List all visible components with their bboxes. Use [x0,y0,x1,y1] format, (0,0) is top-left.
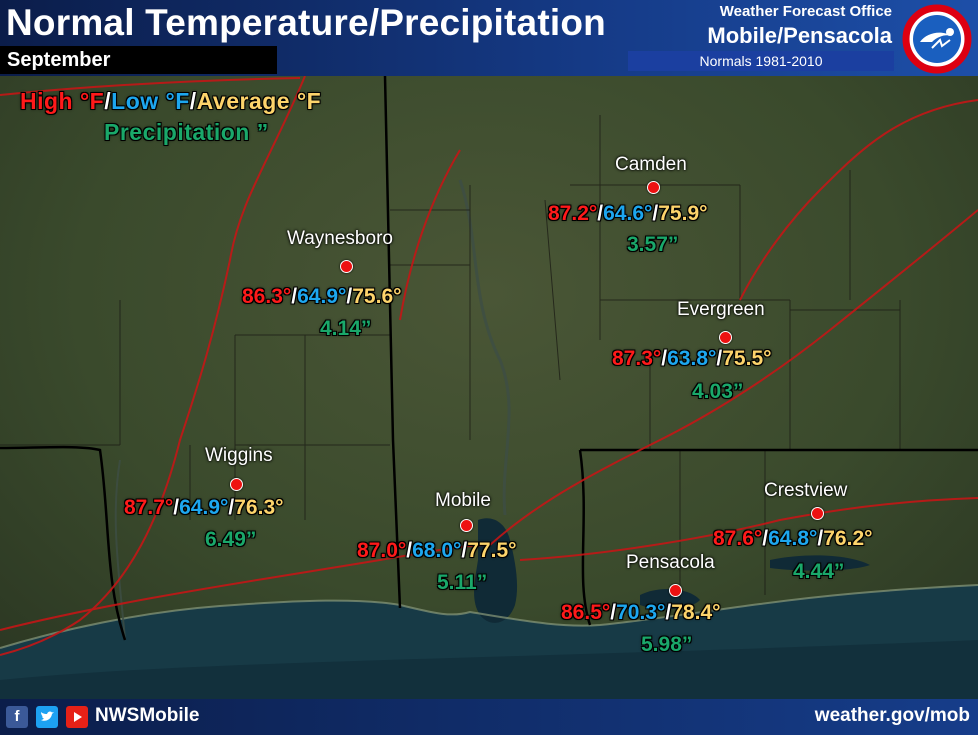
page-title: Normal Temperature/Precipitation [6,2,606,43]
station-temps-crestview: 87.6°/64.8°/76.2° [713,527,873,550]
office-name: Mobile/Pensacola [707,23,892,48]
legend-high: High °F [20,88,105,114]
station-temps-waynesboro: 86.3°/64.9°/75.6° [242,285,402,308]
station-temps-evergreen: 87.3°/63.8°/75.5° [612,347,772,370]
station-name-camden: Camden [615,154,687,175]
station-temps-camden: 87.2°/64.6°/75.9° [548,202,708,225]
website-link[interactable]: weather.gov/mob [814,705,970,726]
station-name-mobile: Mobile [435,490,491,511]
header-banner: Normal Temperature/Precipitation Septemb… [0,0,978,76]
footer-bar: f NWSMobile weather.gov/mob [0,699,978,735]
month-label: September [0,46,277,74]
normals-period: Normals 1981-2010 [628,51,894,71]
nws-logo-icon [902,4,972,74]
twitter-icon[interactable] [36,706,58,728]
station-name-waynesboro: Waynesboro [287,228,393,249]
station-precip-mobile: 5.11” [437,571,488,594]
station-marker-pensacola[interactable] [669,584,682,597]
station-precip-crestview: 4.44” [793,560,845,583]
station-precip-evergreen: 4.03” [692,380,744,403]
station-temps-wiggins: 87.7°/64.9°/76.3° [124,496,284,519]
legend-low: Low °F [111,88,190,114]
office-label: Weather Forecast Office [719,3,892,20]
youtube-icon[interactable] [66,706,88,728]
station-name-crestview: Crestview [764,480,848,501]
station-temps-pensacola: 86.5°/70.3°/78.4° [561,601,721,624]
legend-temperature: High °F/Low °F/Average °F [20,88,322,114]
station-marker-crestview[interactable] [811,507,824,520]
station-precip-waynesboro: 4.14” [320,317,372,340]
station-temps-mobile: 87.0°/68.0°/77.5° [357,539,517,562]
legend-precipitation: Precipitation ” [104,119,269,145]
station-precip-pensacola: 5.98” [641,633,693,656]
station-precip-wiggins: 6.49” [205,528,257,551]
station-name-evergreen: Evergreen [677,299,765,320]
station-precip-camden: 3.57” [627,233,679,256]
station-marker-mobile[interactable] [460,519,473,532]
station-marker-camden[interactable] [647,181,660,194]
station-marker-wiggins[interactable] [230,478,243,491]
social-handle[interactable]: NWSMobile [95,705,200,726]
station-marker-evergreen[interactable] [719,331,732,344]
facebook-icon[interactable]: f [6,706,28,728]
station-name-wiggins: Wiggins [205,445,273,466]
station-marker-waynesboro[interactable] [340,260,353,273]
legend-average: Average °F [196,88,322,114]
station-name-pensacola: Pensacola [626,552,715,573]
